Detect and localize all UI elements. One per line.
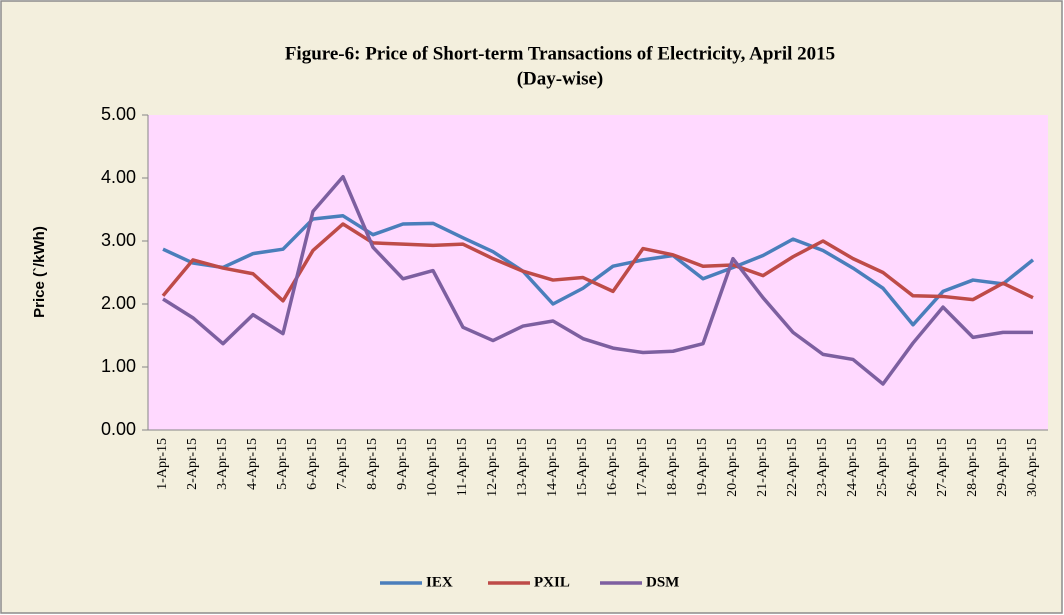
y-tick-label: 5.00: [101, 104, 136, 124]
chart-title: Figure-6: Price of Short-term Transactio…: [285, 43, 835, 64]
x-tick-label: 30-Apr-15: [1025, 438, 1040, 497]
x-tick-label: 3-Apr-15: [215, 438, 230, 490]
x-tick-label: 17-Apr-15: [635, 438, 650, 497]
x-tick-label: 10-Apr-15: [425, 438, 440, 497]
line-series: [161, 222, 1034, 303]
x-tick-label: 27-Apr-15: [935, 438, 950, 497]
y-tick-label: 1.00: [101, 356, 136, 376]
y-tick-label: 2.00: [101, 293, 136, 313]
x-tick-label: 20-Apr-15: [725, 438, 740, 497]
x-tick-label: 13-Apr-15: [515, 438, 530, 497]
legend-label: IEX: [426, 574, 453, 590]
x-tick-label: 28-Apr-15: [965, 438, 980, 497]
y-tick-label: 4.00: [101, 167, 136, 187]
x-tick-label: 7-Apr-15: [335, 438, 350, 490]
chart-subtitle: (Day-wise): [517, 68, 604, 89]
x-tick-label: 14-Apr-15: [545, 438, 560, 497]
x-tick-label: 5-Apr-15: [275, 438, 290, 490]
legend-label: DSM: [646, 574, 679, 590]
x-tick-label: 18-Apr-15: [665, 438, 680, 497]
x-tick-label: 26-Apr-15: [905, 438, 920, 497]
plot-area: [148, 115, 1048, 430]
x-tick-label: 19-Apr-15: [695, 438, 710, 497]
x-tick-label: 24-Apr-15: [845, 438, 860, 497]
x-tick-label: 12-Apr-15: [485, 438, 500, 497]
x-tick-label: 11-Apr-15: [455, 438, 470, 496]
y-tick-label: 0.00: [101, 419, 136, 439]
y-axis-label: Price (`/kWh): [31, 226, 48, 318]
x-tick-label: 6-Apr-15: [305, 438, 320, 490]
x-tick-label: 9-Apr-15: [395, 438, 410, 490]
x-tick-label: 2-Apr-15: [185, 438, 200, 490]
x-tick-label: 1-Apr-15: [155, 438, 170, 490]
x-tick-label: 22-Apr-15: [785, 438, 800, 497]
x-tick-label: 23-Apr-15: [815, 438, 830, 497]
x-tick-label: 29-Apr-15: [995, 438, 1010, 497]
x-tick-label: 21-Apr-15: [755, 438, 770, 497]
x-tick-label: 25-Apr-15: [875, 438, 890, 497]
legend-label: PXIL: [534, 574, 570, 590]
x-tick-label: 16-Apr-15: [605, 438, 620, 497]
x-tick-label: 4-Apr-15: [245, 438, 260, 490]
line-series: [162, 214, 1035, 327]
y-tick-label: 3.00: [101, 230, 136, 250]
x-tick-label: 8-Apr-15: [365, 438, 380, 490]
x-tick-label: 15-Apr-15: [575, 438, 590, 497]
line-series: [162, 174, 1033, 386]
